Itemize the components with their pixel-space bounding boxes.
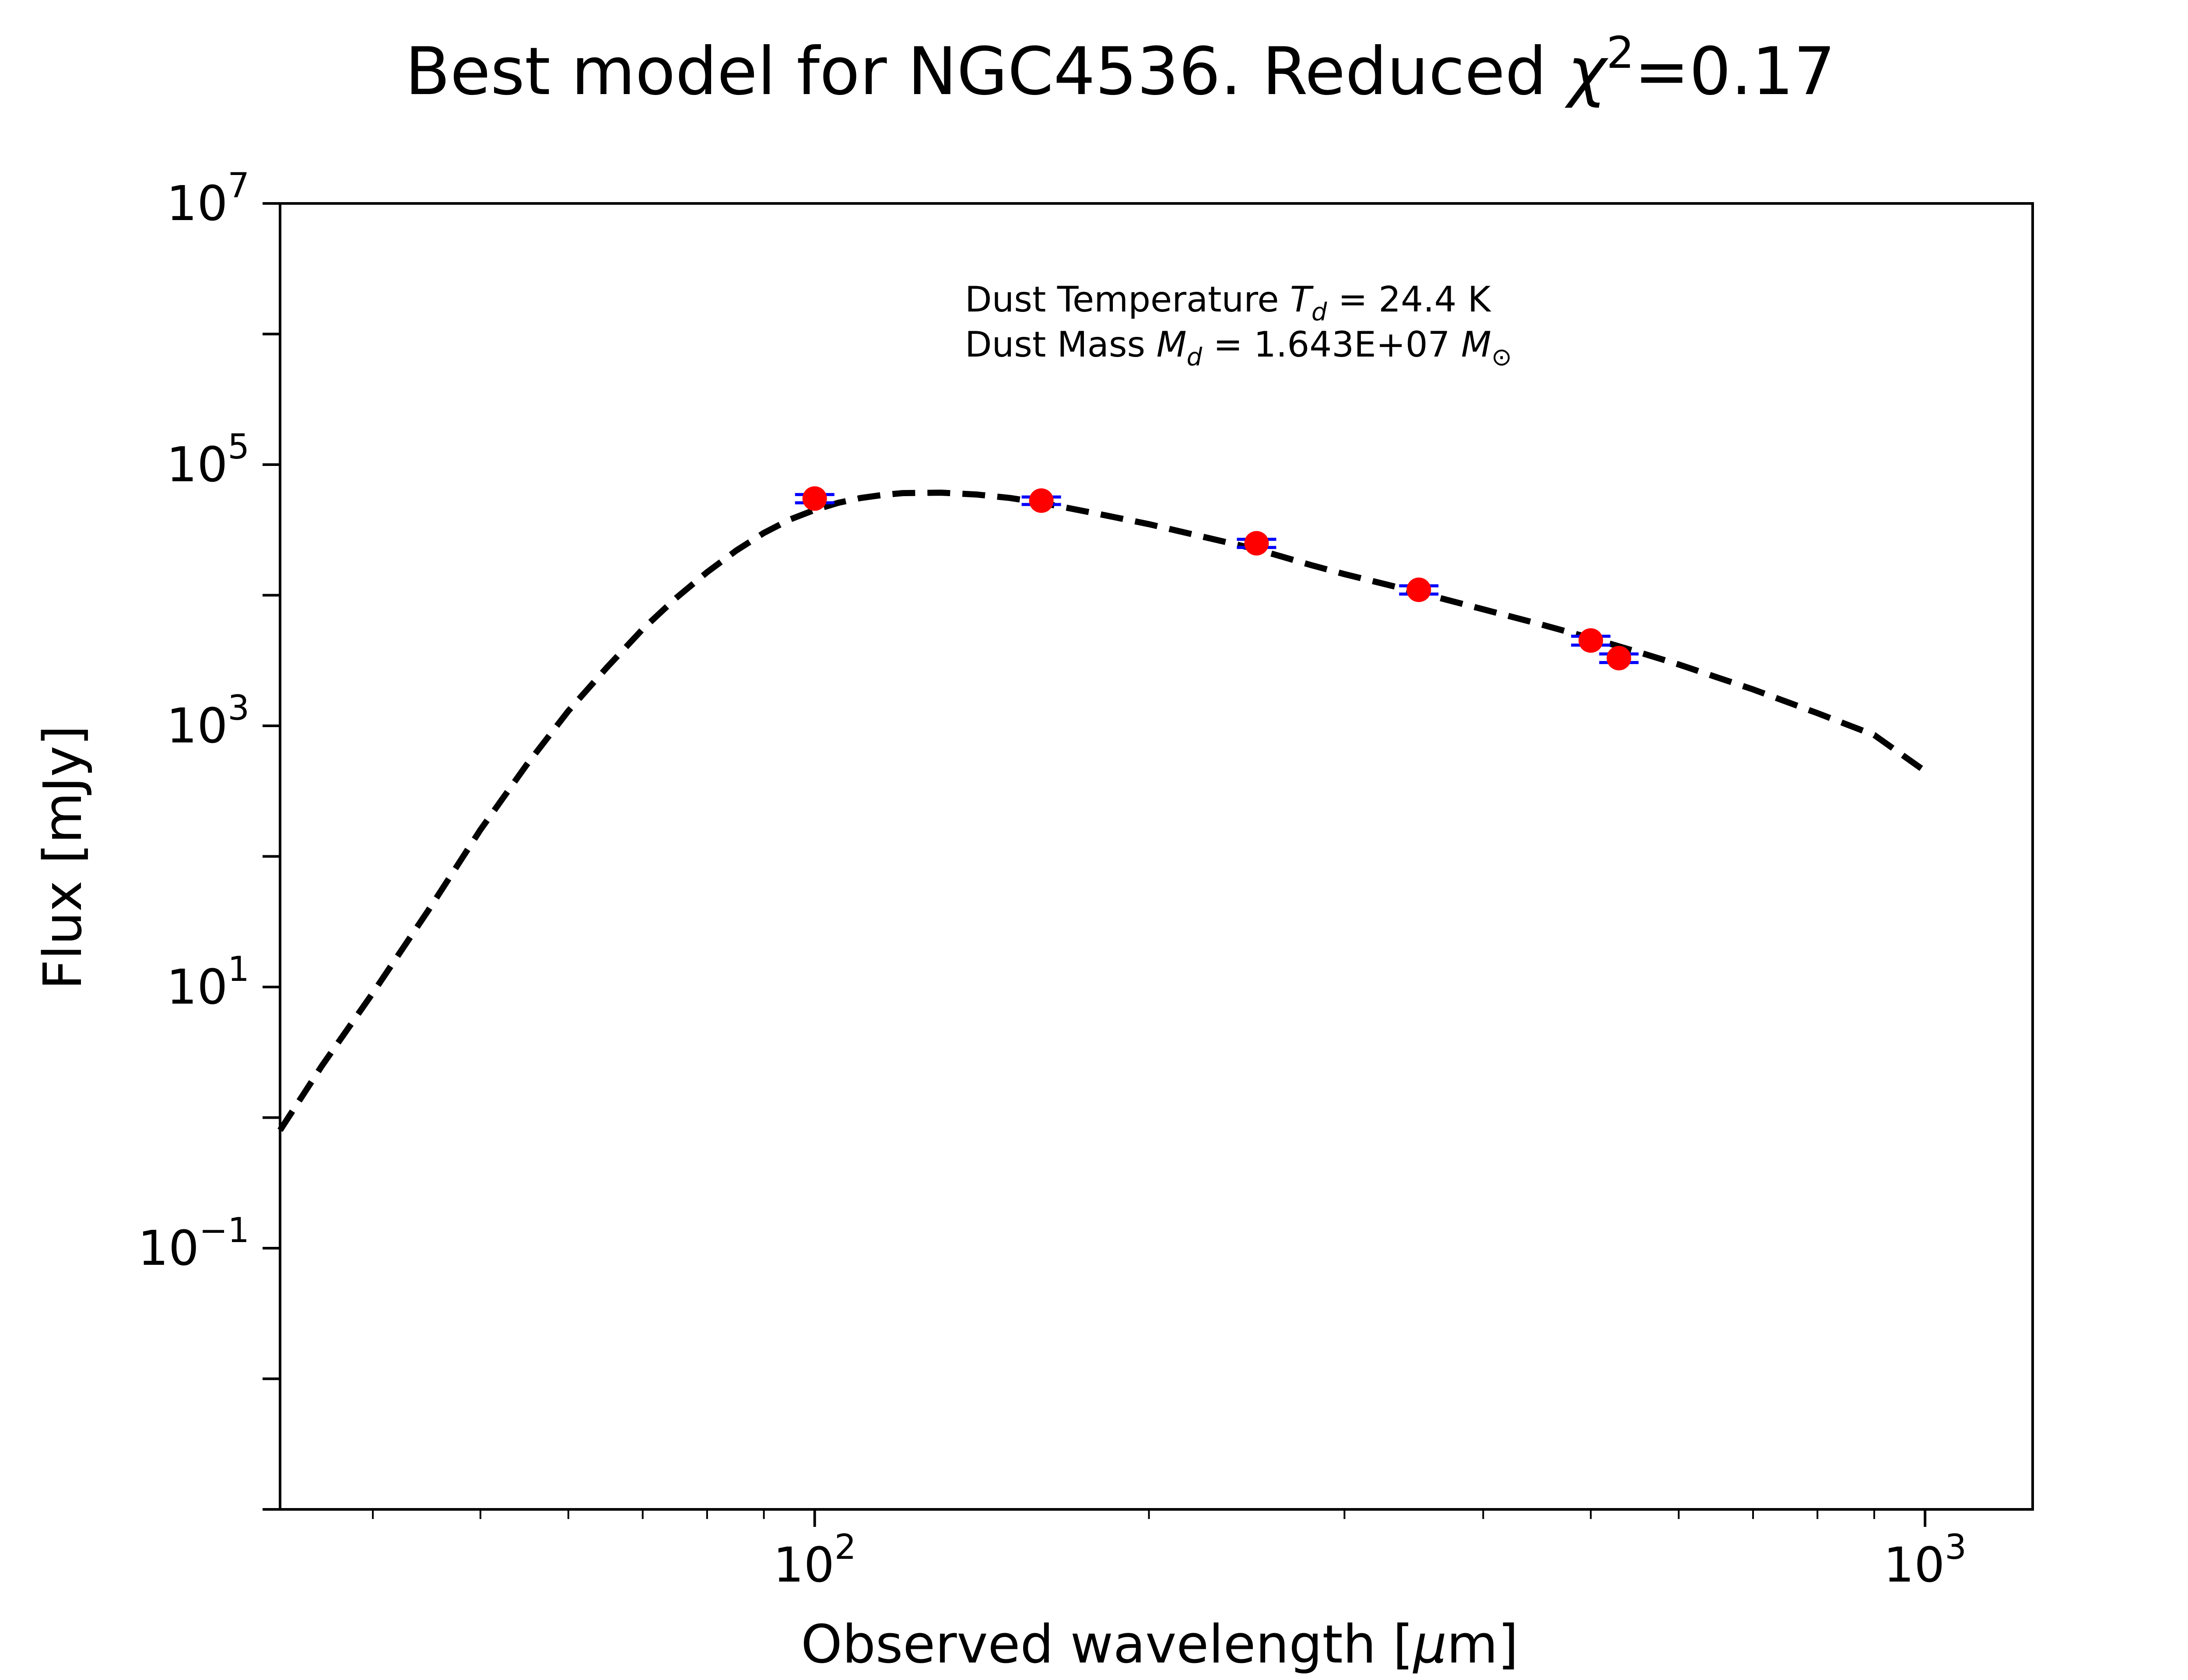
data-point [1244,531,1269,556]
axis-tick-labels: 102 103 10−1 101 103 105 107 [138,166,1967,1593]
dust-temperature-annotation: Dust Temperature Td = 24.4 K [965,279,1492,326]
axis-ticks [263,202,1927,1527]
model-curve [277,490,1927,1132]
dust-mass-annotation: Dust Mass Md = 1.643E+07 M⊙ [965,324,1512,371]
data-point [1606,646,1631,671]
y-axis-label: Flux [mJy] [33,725,94,990]
plot-area [279,202,2034,1511]
x-tick-label: 102 [773,1528,856,1593]
y-tick-label: 105 [166,427,249,493]
x-axis-label: Observed wavelength [μm] [801,1614,1518,1675]
data-point [802,486,827,511]
y-tick-label: 107 [166,166,249,231]
observation-points [795,486,1639,671]
y-tick-label: 10−1 [138,1211,249,1276]
y-tick-label: 101 [166,950,249,1015]
data-point [1029,488,1054,513]
data-point [1578,628,1603,653]
x-tick-label: 103 [1883,1528,1967,1593]
y-tick-label: 103 [166,689,249,754]
chart-title: Best model for NGC4536. Reduced χ2=0.17 [405,27,1836,110]
data-point [1406,578,1431,602]
